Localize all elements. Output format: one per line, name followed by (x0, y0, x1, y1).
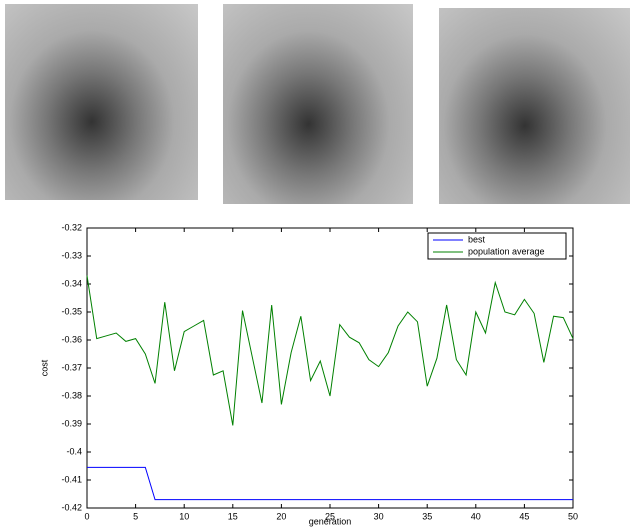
x-tick-label: 25 (325, 511, 335, 521)
y-tick-label: -0.37 (61, 362, 82, 372)
y-tick-label: -0.39 (61, 418, 82, 428)
legend-label: best (468, 234, 486, 244)
x-tick-label: 50 (568, 511, 578, 521)
x-tick-label: 0 (84, 511, 89, 521)
x-tick-label: 15 (228, 511, 238, 521)
y-tick-label: -0.36 (61, 334, 82, 344)
y-axis-label: cost (39, 359, 49, 376)
plot-area (87, 228, 573, 508)
y-tick-label: -0.33 (61, 250, 82, 260)
y-tick-label: -0.42 (61, 502, 82, 512)
page: cost generation -0.42-0.41-0.4-0.39-0.38… (0, 0, 630, 528)
y-tick-label: -0.32 (61, 222, 82, 232)
x-tick-label: 20 (276, 511, 286, 521)
y-tick-label: -0.34 (61, 278, 82, 288)
x-tick-label: 30 (374, 511, 384, 521)
y-tick-label: -0.35 (61, 306, 82, 316)
y-tick-label: -0.4 (66, 446, 82, 456)
y-tick-label: -0.38 (61, 390, 82, 400)
x-tick-label: 5 (133, 511, 138, 521)
x-tick-label: 40 (471, 511, 481, 521)
y-tick-label: -0.41 (61, 474, 82, 484)
legend-label: population average (468, 246, 545, 256)
x-tick-label: 45 (519, 511, 529, 521)
x-tick-label: 35 (422, 511, 432, 521)
chart: cost generation -0.42-0.41-0.4-0.39-0.38… (0, 0, 630, 528)
x-tick-label: 10 (179, 511, 189, 521)
